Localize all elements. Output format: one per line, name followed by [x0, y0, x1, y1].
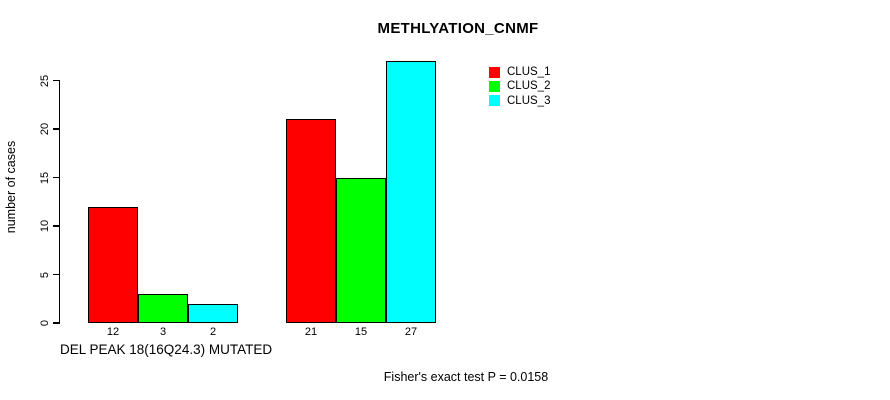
- chart-title: METHLYATION_CNMF: [377, 20, 539, 37]
- y-tick-label: 15: [39, 171, 51, 184]
- legend-label: CLUS_2: [507, 80, 551, 93]
- y-axis-label: number of cases: [4, 140, 18, 234]
- legend-swatch-clus-1: [489, 66, 500, 78]
- bar-clus_3-group-2: [386, 61, 436, 323]
- legend-swatch-clus-3: [489, 95, 500, 107]
- legend-item-clus-1: CLUS_1: [489, 65, 550, 79]
- bar-clus_1-group-1: [88, 206, 138, 323]
- bar-clus_2-group-1: [138, 293, 188, 323]
- y-tick-mark: [52, 273, 60, 276]
- legend-swatch-clus-2: [489, 80, 500, 92]
- legend-item-clus-2: CLUS_2: [489, 79, 550, 93]
- legend: CLUS_1 CLUS_2 CLUS_3: [489, 65, 550, 108]
- legend-item-clus-3: CLUS_3: [489, 94, 550, 108]
- y-tick-mark: [52, 79, 60, 82]
- bar-clus_2-group-2: [336, 177, 386, 323]
- x-axis-label: DEL PEAK 18(16Q24.3) MUTATED: [60, 342, 273, 357]
- y-tick-mark: [52, 176, 60, 179]
- y-tick-label: 0: [39, 319, 51, 327]
- bar-value-label: 2: [209, 326, 217, 338]
- bar-value-label: 3: [159, 326, 167, 338]
- bar-value-label: 27: [404, 326, 418, 338]
- y-tick-mark: [52, 128, 60, 130]
- y-tick-mark: [52, 225, 60, 227]
- y-axis-line: [59, 80, 61, 323]
- bar-clus_3-group-1: [188, 303, 238, 323]
- bar-value-label: 21: [304, 326, 318, 338]
- bar-value-label: 12: [106, 326, 120, 338]
- y-tick-label: 10: [39, 219, 51, 233]
- y-tick-label: 5: [39, 271, 51, 278]
- bar-value-label: 15: [354, 326, 368, 338]
- legend-label: CLUS_1: [507, 66, 551, 79]
- y-tick-mark: [52, 322, 60, 324]
- bar-clus_1-group-2: [286, 119, 336, 323]
- legend-label: CLUS_3: [507, 94, 551, 107]
- annotation-fisher-test: Fisher's exact test P = 0.0158: [383, 370, 549, 384]
- y-tick-label: 25: [39, 74, 51, 87]
- y-tick-label: 20: [39, 122, 51, 136]
